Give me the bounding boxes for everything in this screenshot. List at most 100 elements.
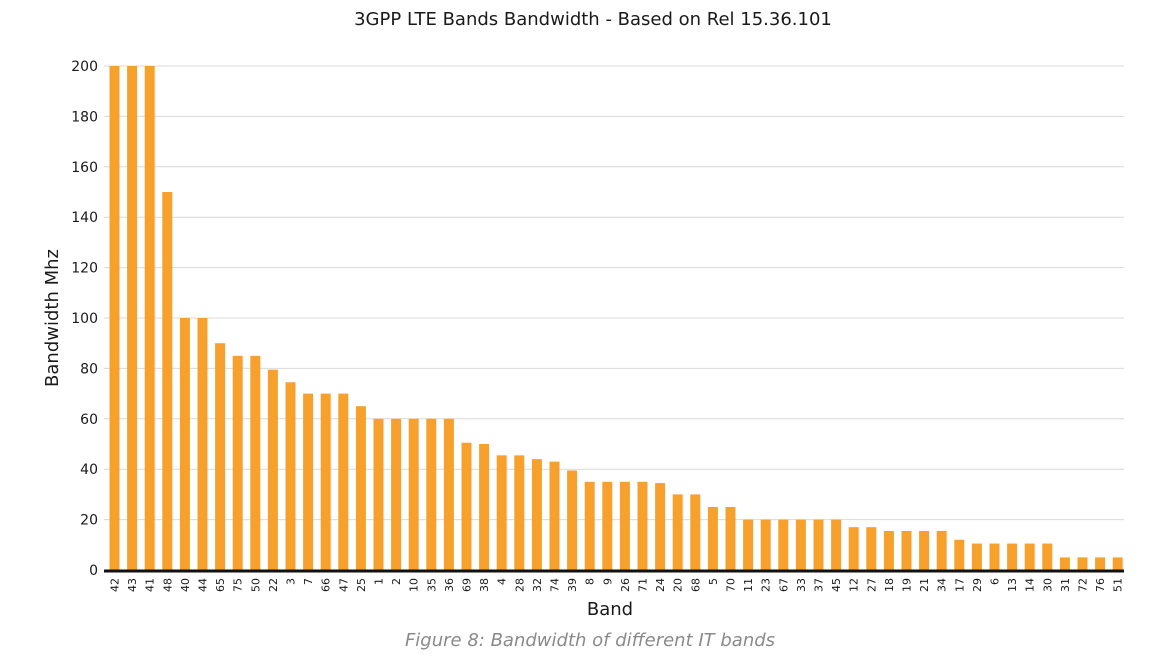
x-tick-label: 71 [637,578,650,592]
bar-74 [549,461,560,570]
x-tick-label: 29 [971,578,984,592]
x-tick-label: 31 [1059,578,1072,592]
x-tick-label: 5 [707,578,720,585]
bar-1 [373,418,384,570]
x-tick-label: 51 [1112,578,1125,592]
x-tick-label: 22 [267,578,280,592]
x-tick-label: 6 [989,578,1002,585]
bar-5 [707,507,718,570]
x-tick-label: 72 [1077,578,1090,592]
bar-6 [989,543,1000,570]
bar-42 [109,66,120,570]
x-tick-label: 10 [408,578,421,592]
x-tick-label: 3 [285,578,298,585]
x-tick-label: 50 [249,578,262,592]
x-tick-label: 23 [760,578,773,592]
y-tick-label: 120 [71,261,98,277]
bar-38 [479,444,490,570]
x-tick-label: 11 [742,578,755,592]
x-tick-label: 2 [390,578,403,585]
bars [109,66,1123,570]
y-tick-label: 60 [80,412,98,428]
bar-39 [567,470,578,570]
bar-28 [514,455,525,570]
bar-37 [813,519,824,570]
x-tick-label: 32 [531,578,544,592]
bar-66 [320,393,331,570]
x-tick-label: 25 [355,578,368,592]
y-tick-label: 20 [80,513,98,529]
x-tick-label: 18 [883,578,896,592]
bar-36 [443,418,454,570]
x-tick-label: 34 [936,578,949,592]
x-tick-label: 47 [337,578,350,592]
x-tick-label: 70 [725,578,738,592]
bar-50 [250,355,261,570]
bar-41 [144,66,155,570]
bar-26 [619,481,630,570]
x-tick-label: 14 [1024,578,1037,592]
x-tick-label: 35 [425,578,438,592]
bar-22 [267,369,278,570]
bar-67 [778,519,789,570]
x-tick-label: 67 [777,578,790,592]
figure-caption: Figure 8: Bandwidth of different IT band… [404,630,776,651]
bar-35 [426,418,437,570]
x-tick-label: 24 [654,578,667,592]
bar-29 [971,543,982,570]
x-tick-label: 40 [179,578,192,592]
bar-17 [954,539,965,570]
bar-48 [162,192,173,570]
x-tick-label: 69 [461,578,474,592]
x-tick-label: 66 [320,578,333,592]
x-tick-label: 42 [109,578,122,592]
bar-25 [355,406,366,570]
bar-69 [461,442,472,570]
bar-31 [1059,557,1070,570]
bar-19 [901,530,912,570]
bar-24 [655,483,666,570]
x-tick-label: 26 [619,578,632,592]
bar-21 [919,530,930,570]
bar-47 [338,393,349,570]
bar-23 [760,519,771,570]
x-tick-label: 75 [232,578,245,592]
bar-72 [1077,557,1088,570]
x-tick-label: 8 [584,578,597,585]
x-tick-label: 21 [918,578,931,592]
bar-34 [936,530,947,570]
x-tick-label: 48 [161,578,174,592]
bar-10 [408,418,419,570]
bar-40 [179,318,190,570]
bar-2 [391,418,402,570]
x-tick-label: 33 [795,578,808,592]
bar-68 [690,494,701,570]
bar-18 [883,530,894,570]
x-tick-label: 37 [813,578,826,592]
bar-11 [743,519,754,570]
bar-71 [637,481,648,570]
bar-20 [672,494,683,570]
y-tick-label: 0 [89,563,98,579]
bar-9 [602,481,613,570]
bar-32 [531,459,542,570]
x-tick-label: 12 [848,578,861,592]
x-tick-label: 39 [566,578,579,592]
x-tick-label: 44 [197,578,210,592]
bar-44 [197,318,208,570]
x-tick-label: 76 [1094,578,1107,592]
gridlines [104,65,1124,521]
y-tick-label: 140 [71,210,98,226]
x-tick-label: 65 [214,578,227,592]
x-tick-label: 19 [901,578,914,592]
y-tick-label: 180 [71,109,98,125]
x-tick-label: 13 [1006,578,1019,592]
x-axis-ticks: 42 43 41 48 40 44 65 75 50 22 3 7 66 47 25 1 2 10 35 36 69 38… [109,578,1125,592]
bar-14 [1024,543,1035,570]
x-tick-label: 30 [1041,578,1054,592]
bar-65 [215,343,226,570]
bar-51 [1112,557,1123,570]
bar-12 [848,527,859,570]
bar-7 [303,393,314,570]
y-tick-label: 160 [71,160,98,176]
